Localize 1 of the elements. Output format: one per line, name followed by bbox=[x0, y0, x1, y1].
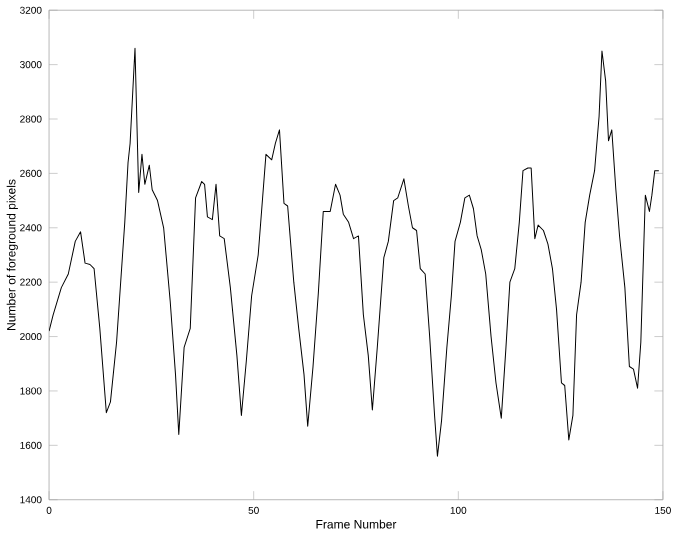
line-series bbox=[49, 48, 660, 458]
